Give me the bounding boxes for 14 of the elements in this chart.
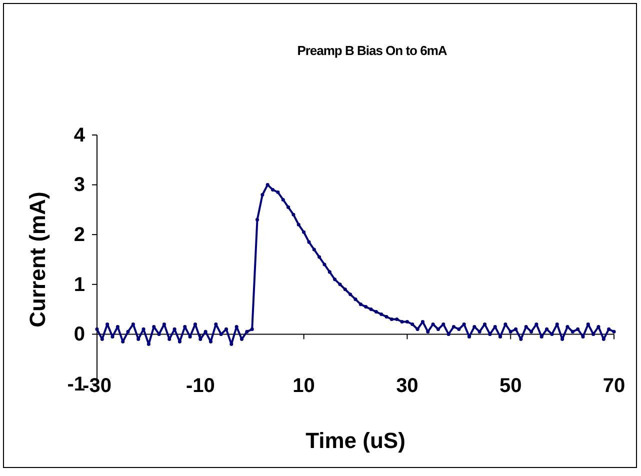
- chart-title: Preamp B Bias On to 6mA: [297, 43, 448, 58]
- x-tick-label: -10: [186, 375, 215, 397]
- y-tick-label: -1: [67, 373, 85, 396]
- y-tick-label: 2: [74, 224, 85, 246]
- x-tick-label: 30: [396, 375, 418, 397]
- y-tick-label: 4: [74, 124, 86, 146]
- x-axis-title: Time (uS): [306, 428, 406, 453]
- y-axis-title: Current (mA): [25, 192, 50, 328]
- x-tick-label: 50: [499, 375, 522, 397]
- x-tick-label: 10: [292, 375, 315, 397]
- x-tick-label: 70: [602, 375, 626, 397]
- y-tick-label: 3: [74, 174, 85, 196]
- y-tick-label: 1: [74, 274, 85, 296]
- y-tick-label: 0: [74, 324, 85, 346]
